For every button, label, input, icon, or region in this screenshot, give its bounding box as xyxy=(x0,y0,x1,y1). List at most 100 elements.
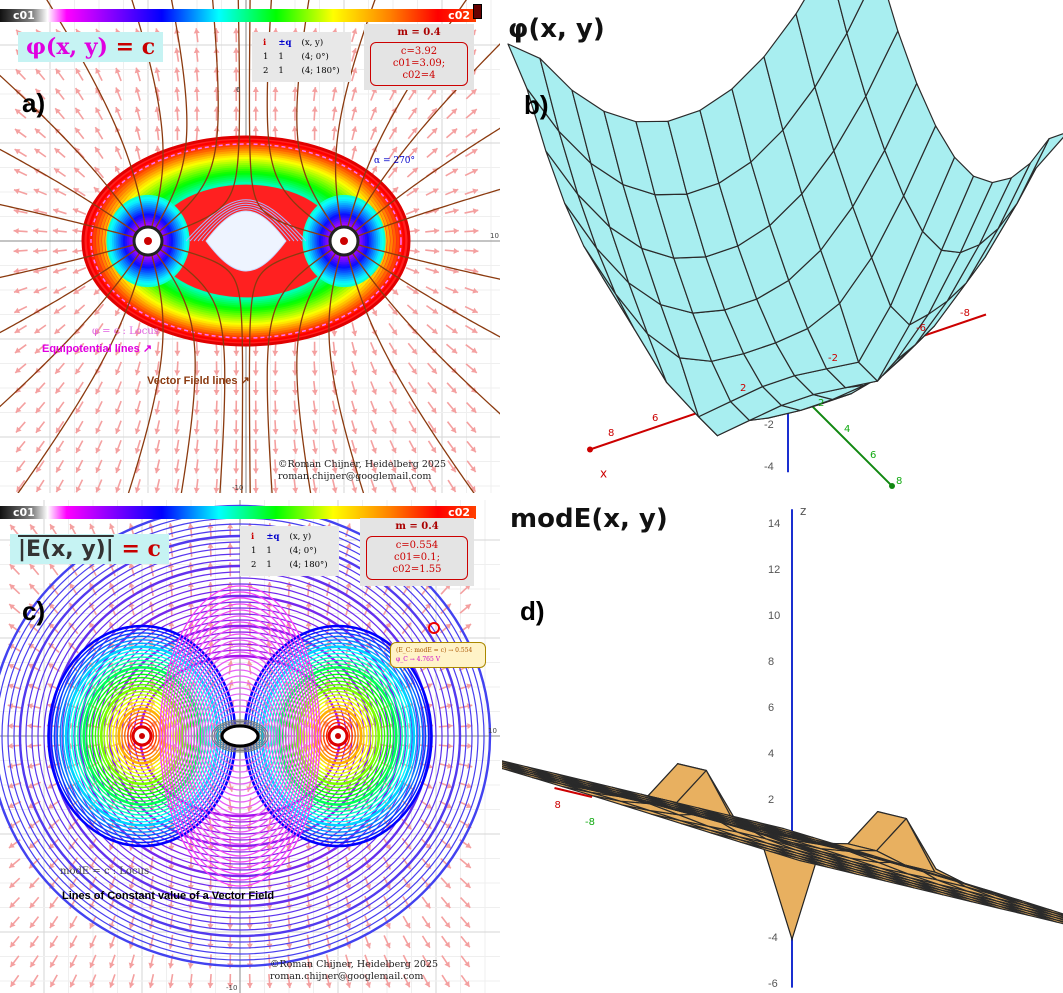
constant-modE-line xyxy=(177,627,303,845)
field-arrowhead xyxy=(109,942,115,949)
field-arrowhead xyxy=(464,604,471,610)
equipotential-line xyxy=(115,205,181,277)
field-arrowhead xyxy=(411,348,417,355)
field-arrowhead xyxy=(404,922,411,929)
bar-right-label: c02 xyxy=(448,506,470,519)
field-arrowhead xyxy=(453,247,459,254)
field-arrowhead xyxy=(29,902,36,908)
field-arrowhead xyxy=(27,782,34,789)
field-arrowhead xyxy=(35,69,42,75)
field-arrowhead xyxy=(27,723,33,730)
slider-handle[interactable] xyxy=(473,4,482,19)
field-arrowhead xyxy=(174,389,181,395)
constant-modE-line xyxy=(187,651,293,821)
field-arrowhead xyxy=(33,247,39,254)
field-arrowhead xyxy=(89,883,95,890)
field-arrowhead xyxy=(7,723,13,730)
field-arrowhead xyxy=(95,486,101,493)
field-arrowhead xyxy=(433,228,440,234)
field-arrowhead xyxy=(168,884,175,890)
field-arrowhead xyxy=(16,446,22,453)
field-arrowhead xyxy=(29,583,36,590)
constant-modE-line xyxy=(80,663,204,809)
field-arrowhead xyxy=(75,407,81,414)
field-arrowhead xyxy=(15,406,22,413)
equipotential-line xyxy=(317,211,371,271)
constant-modE-line xyxy=(325,721,351,751)
field-arrowhead xyxy=(252,389,259,395)
field-arrowhead xyxy=(286,601,293,607)
field-arrowhead xyxy=(464,862,471,868)
field-arrowhead xyxy=(49,902,56,909)
field-arrowhead xyxy=(69,981,76,988)
field-arrowhead xyxy=(391,427,397,434)
field-arrowhead xyxy=(128,903,135,910)
field-arrowhead xyxy=(453,208,459,215)
field-arrowhead xyxy=(233,47,240,53)
field-arrowhead xyxy=(34,327,41,334)
field-arrowhead xyxy=(134,330,141,337)
constant-modE-line xyxy=(195,669,285,803)
field-arrowhead xyxy=(447,723,453,730)
field-arrowhead xyxy=(272,126,279,132)
field-arrowhead xyxy=(174,370,181,376)
field-arrowhead xyxy=(311,448,318,454)
field-arrowhead xyxy=(266,845,273,851)
cell: 1 xyxy=(263,52,269,62)
field-arrowhead xyxy=(174,67,181,73)
field-arrowhead xyxy=(33,228,39,235)
field-arrowhead xyxy=(94,309,101,316)
field-arrowhead xyxy=(10,980,16,987)
field-arrowhead xyxy=(174,448,181,454)
field-arrowhead xyxy=(53,288,60,294)
field-arrowhead xyxy=(48,803,54,809)
field-arrowhead xyxy=(36,446,42,453)
field-arrowhead xyxy=(13,287,20,294)
field-arrowhead xyxy=(115,107,121,113)
field-arrowhead xyxy=(470,406,477,413)
c-line1: c=0.554 xyxy=(395,540,439,551)
panel-a-title: φ(x, y) = c xyxy=(18,32,164,62)
constant-modE-line xyxy=(281,670,395,802)
field-arrowhead xyxy=(286,963,293,969)
field-arrowhead xyxy=(109,523,115,530)
field-arrowhead xyxy=(115,309,121,316)
field-arrowhead xyxy=(371,447,377,454)
field-line xyxy=(0,148,137,234)
field-arrowhead xyxy=(93,187,100,193)
field-arrowhead xyxy=(28,623,35,630)
field-arrowhead xyxy=(305,621,312,627)
tick-label: -10 xyxy=(232,484,243,492)
tick-label: 10 xyxy=(490,232,499,240)
field-arrowhead xyxy=(471,149,478,155)
field-arrowhead xyxy=(464,980,470,987)
field-arrowhead xyxy=(15,367,22,373)
field-arrowhead xyxy=(471,307,478,314)
field-arrowhead xyxy=(266,621,273,627)
field-arrowhead xyxy=(311,350,318,356)
panel-b-label: b) xyxy=(524,90,549,120)
field-arrowhead xyxy=(9,584,16,590)
equipotential-line xyxy=(126,217,170,265)
field-arrowhead xyxy=(193,106,200,112)
field-arrowhead xyxy=(168,621,175,627)
field-arrowhead xyxy=(450,407,457,413)
field-arrowhead xyxy=(371,408,377,415)
field-arrowhead xyxy=(154,487,161,493)
field-arrowhead xyxy=(464,882,471,888)
field-line xyxy=(354,127,500,233)
field-arrowhead xyxy=(52,228,59,234)
field-arrowhead xyxy=(252,429,259,435)
color-scale-bar: c01 c02 xyxy=(0,9,476,22)
field-arrowhead xyxy=(233,126,240,132)
copyright: ©Roman Chijner, Heidelberg 2025 roman.ch… xyxy=(278,459,446,483)
field-arrowhead xyxy=(193,468,200,474)
field-arrowhead xyxy=(7,742,13,749)
field-arrowhead xyxy=(252,126,259,132)
field-arrowhead xyxy=(252,448,259,454)
field-arrowhead xyxy=(227,523,234,529)
field-arrowhead xyxy=(272,429,279,435)
field-arrowhead xyxy=(128,562,135,569)
field-arrowhead xyxy=(272,106,279,112)
